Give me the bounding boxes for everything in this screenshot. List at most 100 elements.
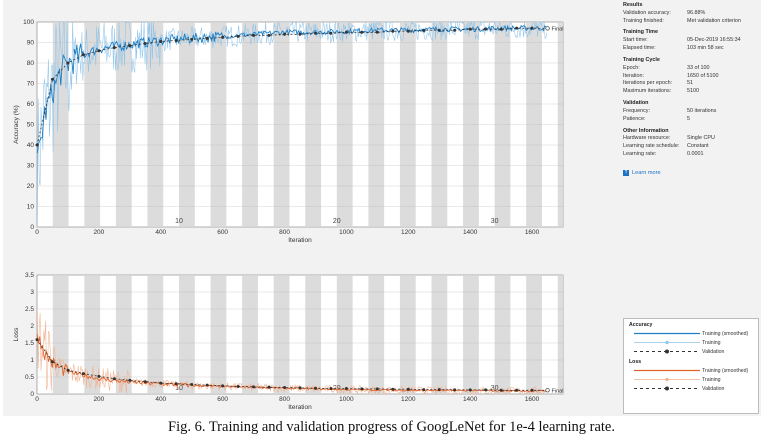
legend-accuracy-validation: Validation (624, 347, 758, 356)
validation-heading: Validation (623, 100, 649, 107)
info-row-maximum-iterations: Maximum iterations: 5100 (623, 88, 761, 96)
accuracy-validation-point (313, 31, 317, 35)
loss-validation-point (484, 388, 488, 392)
accuracy-validation-point (360, 30, 364, 34)
loss-validation-point (298, 386, 302, 390)
accuracy-validation-point (484, 27, 488, 31)
info-value: Single CPU (687, 135, 715, 142)
accuracy-y-tick-label: 10 (27, 204, 35, 211)
loss-y-axis-label: Loss (13, 327, 20, 341)
loss-validation-point (159, 381, 163, 385)
loss-validation-point (468, 388, 472, 392)
accuracy-y-tick-label: 50 (27, 122, 35, 129)
loss-x-tick-label: 0 (35, 396, 39, 403)
info-value: Met validation criterion (687, 17, 741, 24)
info-label: Validation accuracy: (623, 9, 671, 16)
accuracy-validation-point (406, 29, 410, 33)
loss-validation-point (143, 380, 147, 384)
loss-validation-point (344, 387, 348, 391)
figure-caption: Fig. 6. Training and validation progress… (168, 419, 615, 435)
info-label: Learning rate: (623, 151, 657, 158)
loss-validation-point (283, 386, 287, 390)
accuracy-validation-point (159, 39, 163, 43)
loss-validation-point (66, 368, 70, 372)
training-info-panel: Results Validation accuracy: 96.88% Train… (623, 0, 761, 300)
training-cycle-heading: Training Cycle (623, 56, 660, 63)
loss-validation-point (329, 387, 333, 391)
info-label: Hardware resource: (623, 135, 671, 142)
loss-y-tick-label: 2.5 (25, 306, 34, 313)
legend-label: Training (702, 376, 721, 383)
loss-epoch-label: 10 (175, 385, 183, 392)
loss-validation-point (313, 386, 317, 390)
loss-epoch-band (147, 275, 164, 394)
loss-validation-point (112, 377, 116, 381)
loss-epoch-band (115, 275, 132, 394)
loss-validation-point (391, 387, 395, 391)
loss-validation-point (252, 385, 256, 389)
accuracy-y-axis-label: Accuracy (%) (13, 105, 20, 144)
legend-label: Validation (702, 348, 725, 355)
loss-x-tick-label: 800 (279, 396, 290, 403)
loss-validation-point (236, 385, 240, 389)
info-row-validation-accuracy: Validation accuracy: 96.88% (623, 10, 761, 18)
accuracy-training-smoothed-line (36, 24, 548, 154)
info-row-learning-rate-schedule: Learning rate schedule: Constant (623, 143, 761, 151)
legend-line-swatch (634, 377, 700, 382)
training-progress-window: 0 10 20 30 40 50 60 70 80 90 100 0 200 400 600 800 1000 1… (3, 0, 761, 416)
accuracy-epoch-label: 30 (491, 218, 499, 225)
loss-validation-point (50, 360, 54, 364)
accuracy-training-raw-line (37, 21, 548, 228)
loss-validation-point (81, 372, 85, 376)
accuracy-x-tick-label: 1400 (463, 229, 478, 236)
accuracy-validation-point (50, 77, 54, 81)
accuracy-final-label: Final (552, 26, 564, 32)
loss-validation-point (360, 387, 364, 391)
loss-epoch-band (179, 275, 195, 394)
info-row-iteration: Iteration: 1650 of 5100 (623, 73, 761, 81)
accuracy-validation-point (236, 34, 240, 38)
info-label: Epoch: (623, 64, 640, 71)
loss-epoch-band (463, 275, 479, 394)
loss-validation-point (515, 388, 519, 392)
loss-epoch-band (336, 275, 353, 394)
accuracy-validation-point (453, 28, 457, 32)
training-time-heading: Training Time (623, 29, 658, 36)
info-row-hardware-resource: Hardware resource: Single CPU (623, 135, 761, 143)
loss-plot-area (36, 274, 564, 395)
legend-label: Training (702, 339, 721, 346)
info-value: 1650 of 5100 (687, 72, 719, 79)
loss-validation-point (499, 388, 503, 392)
loss-training-smoothed-line (36, 334, 548, 393)
accuracy-validation-point (515, 26, 519, 30)
loss-epoch-label: 20 (333, 385, 341, 392)
loss-epoch-label: 30 (491, 385, 499, 392)
info-label: Elapsed time: (623, 45, 656, 52)
accuracy-validation-point (143, 42, 147, 46)
legend-loss-training: Training (624, 375, 758, 384)
info-row-start-time: Start time: 05-Dec-2019 16:55:34 (623, 37, 761, 45)
accuracy-x-tick-label: 400 (155, 229, 166, 236)
legend-line-swatch (634, 332, 700, 335)
loss-validation-point (422, 388, 426, 392)
accuracy-validation-point (267, 33, 271, 37)
loss-epoch-band (84, 275, 101, 394)
accuracy-x-tick-label: 600 (217, 229, 228, 236)
loss-validation-point (406, 387, 410, 391)
legend-line-swatch (634, 349, 700, 354)
info-value: 5100 (687, 88, 699, 95)
info-value: 96.88% (687, 9, 706, 16)
info-row-iterations-per-epoch: Iterations per epoch: 51 (623, 80, 761, 88)
loss-y-tick-label: 2 (30, 323, 34, 330)
learn-more-link[interactable]: ? Learn more (623, 169, 761, 177)
loss-validation-point (546, 388, 550, 392)
loss-epoch-band (431, 275, 448, 394)
accuracy-validation-point (530, 26, 534, 30)
loss-x-tick-label: 1400 (463, 396, 478, 403)
loss-y-tick-label: 1.5 (25, 340, 34, 347)
accuracy-validation-point (97, 49, 101, 53)
info-value: 05-Dec-2019 16:55:34 (687, 37, 741, 44)
accuracy-y-tick-label: 40 (27, 142, 35, 149)
accuracy-validation-point (66, 61, 70, 65)
loss-x-tick-label: 400 (155, 396, 166, 403)
